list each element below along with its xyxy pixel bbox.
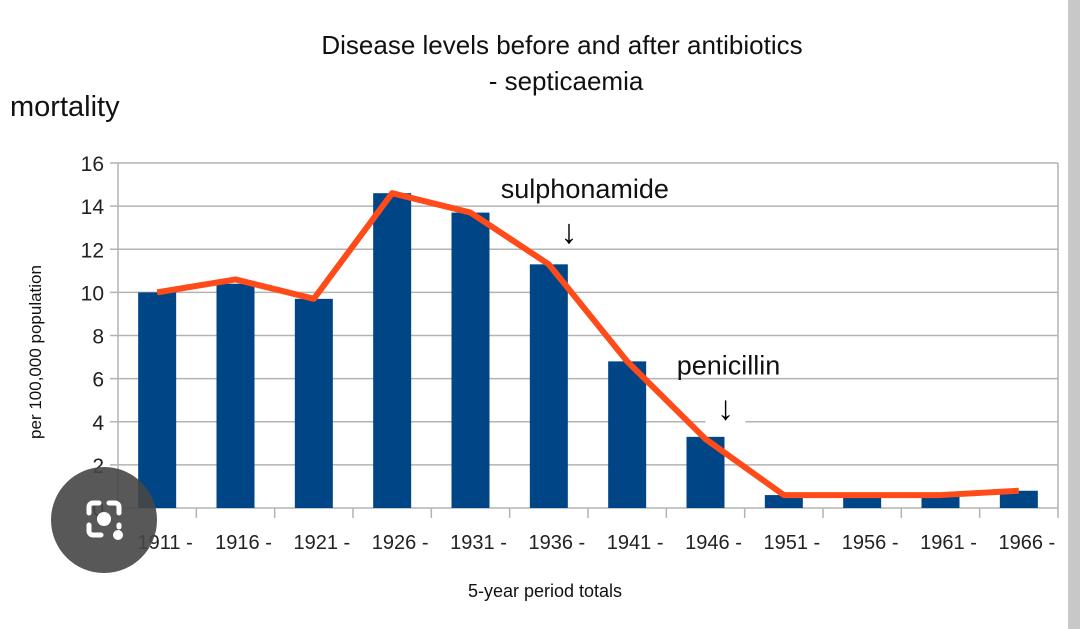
y-tick-label: 10 bbox=[81, 282, 104, 305]
annotation-label: penicillin bbox=[677, 351, 781, 381]
bar bbox=[608, 361, 647, 508]
x-tick-label: 1941 - bbox=[607, 532, 664, 554]
x-tick-label: 1936 - bbox=[528, 532, 585, 554]
y-tick-label: 4 bbox=[92, 412, 104, 435]
bar bbox=[373, 193, 412, 508]
x-axis-label: 5-year period totals bbox=[468, 581, 622, 601]
x-tick-label: 1946 - bbox=[685, 532, 742, 554]
annotation-arrow-background bbox=[548, 216, 589, 247]
y-axis-label: per 100,000 population bbox=[26, 265, 45, 439]
bar bbox=[451, 212, 490, 508]
x-tick-label: 1951 - bbox=[763, 532, 820, 554]
x-tick-label: 1961 - bbox=[920, 532, 977, 554]
x-tick-label: 1916 - bbox=[215, 532, 272, 554]
y-tick-label: 2 bbox=[92, 455, 104, 478]
mortality-label: mortality bbox=[10, 91, 120, 123]
trend-line bbox=[156, 190, 1019, 499]
annotation-label: sulphonamide bbox=[501, 174, 669, 204]
y-tick-label: 12 bbox=[81, 239, 104, 262]
x-tick-label: 1926 - bbox=[372, 532, 429, 554]
annotation-arrow: ↓ bbox=[717, 390, 734, 428]
bar bbox=[138, 292, 177, 508]
bar bbox=[843, 495, 882, 508]
bar bbox=[764, 495, 803, 508]
x-tick-label: 1921 - bbox=[293, 532, 350, 554]
chart-title-line2: - septicaemia bbox=[489, 66, 644, 96]
y-tick-label: 6 bbox=[92, 369, 104, 392]
bar bbox=[216, 283, 255, 508]
bar bbox=[999, 490, 1038, 508]
y-tick-label: 14 bbox=[81, 196, 105, 219]
lens-search-button[interactable] bbox=[51, 467, 157, 573]
y-tick-label: 8 bbox=[92, 326, 104, 349]
chart-title-line1: Disease levels before and after antibiot… bbox=[321, 30, 802, 60]
side-scroll-strip bbox=[1068, 0, 1080, 629]
camera-lens-icon bbox=[86, 500, 123, 540]
y-tick-label: 16 bbox=[81, 153, 104, 176]
annotation-arrow: ↓ bbox=[560, 213, 577, 251]
bar bbox=[529, 264, 568, 508]
annotation-arrow-background bbox=[705, 393, 746, 424]
x-tick-label: 1966 - bbox=[998, 532, 1055, 554]
x-tick-label: 1956 - bbox=[842, 532, 899, 554]
bar bbox=[294, 298, 333, 508]
bar bbox=[921, 495, 960, 508]
x-tick-label: 1931 - bbox=[450, 532, 507, 554]
